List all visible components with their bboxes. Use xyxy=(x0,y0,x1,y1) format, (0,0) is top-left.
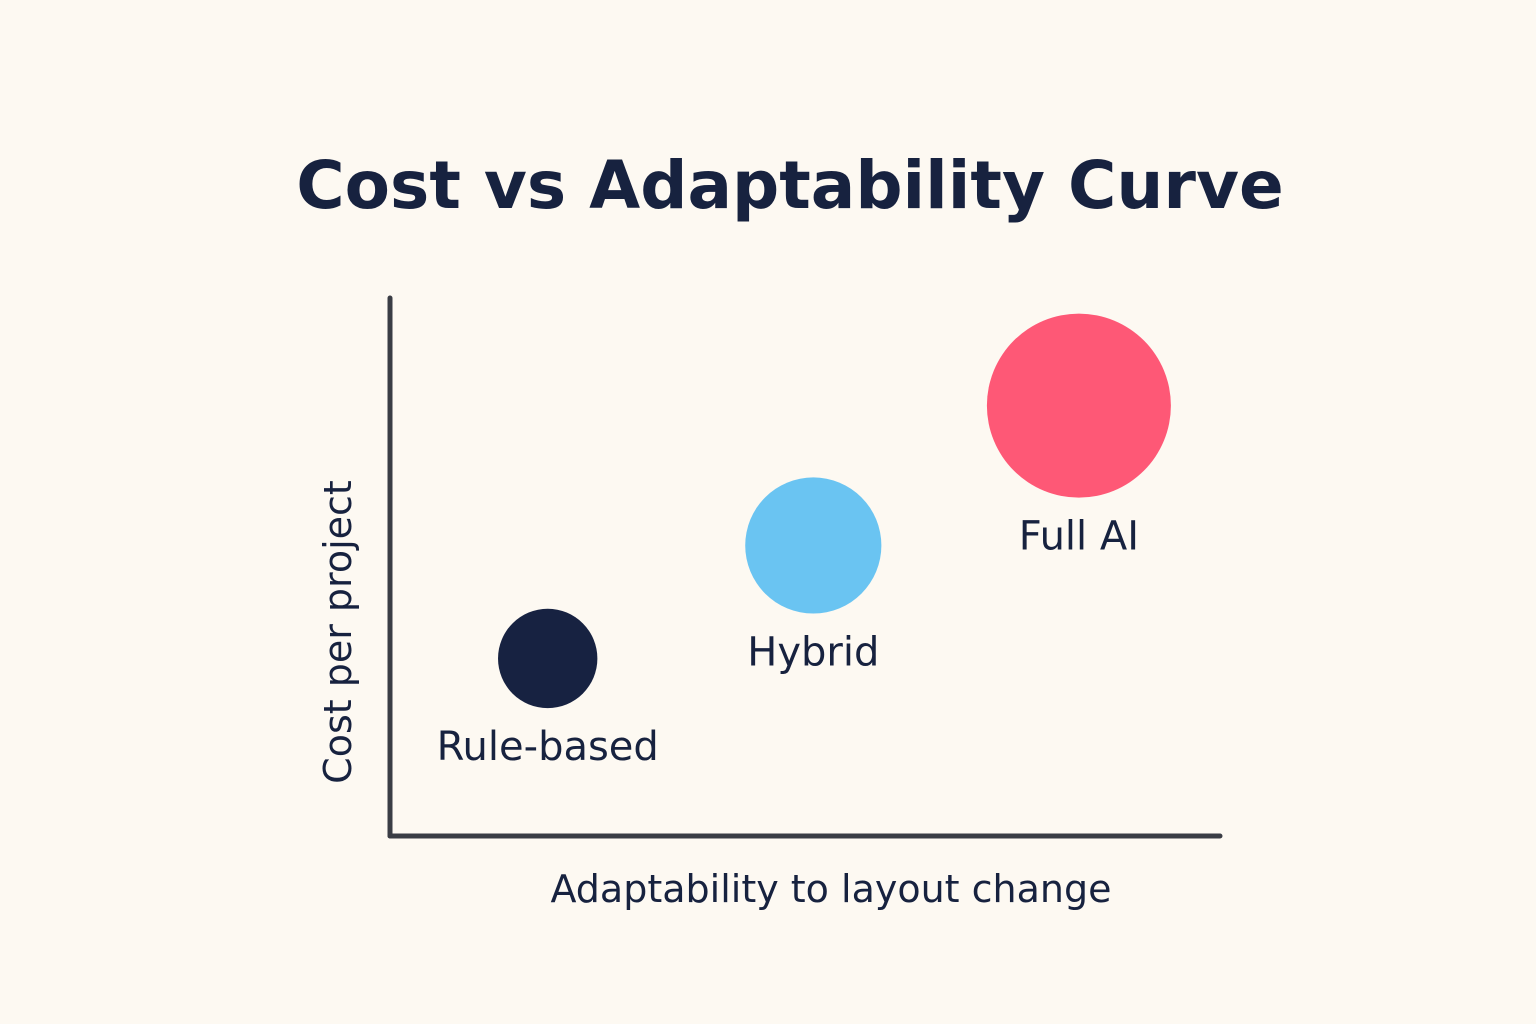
x-axis-label: Adaptability to layout change xyxy=(550,867,1111,911)
bubble-hybrid xyxy=(745,477,882,614)
bubble-full-ai xyxy=(986,313,1171,498)
point-label: Full AI xyxy=(1019,514,1139,560)
data-points: Rule-based Hybrid Full AI xyxy=(437,313,1171,770)
y-axis-label: Cost per project xyxy=(316,480,360,784)
point-label: Rule-based xyxy=(437,724,659,770)
point-label: Hybrid xyxy=(747,630,879,676)
chart-title: Cost vs Adaptability Curve xyxy=(296,147,1284,224)
bubble-rule-based xyxy=(498,608,598,709)
